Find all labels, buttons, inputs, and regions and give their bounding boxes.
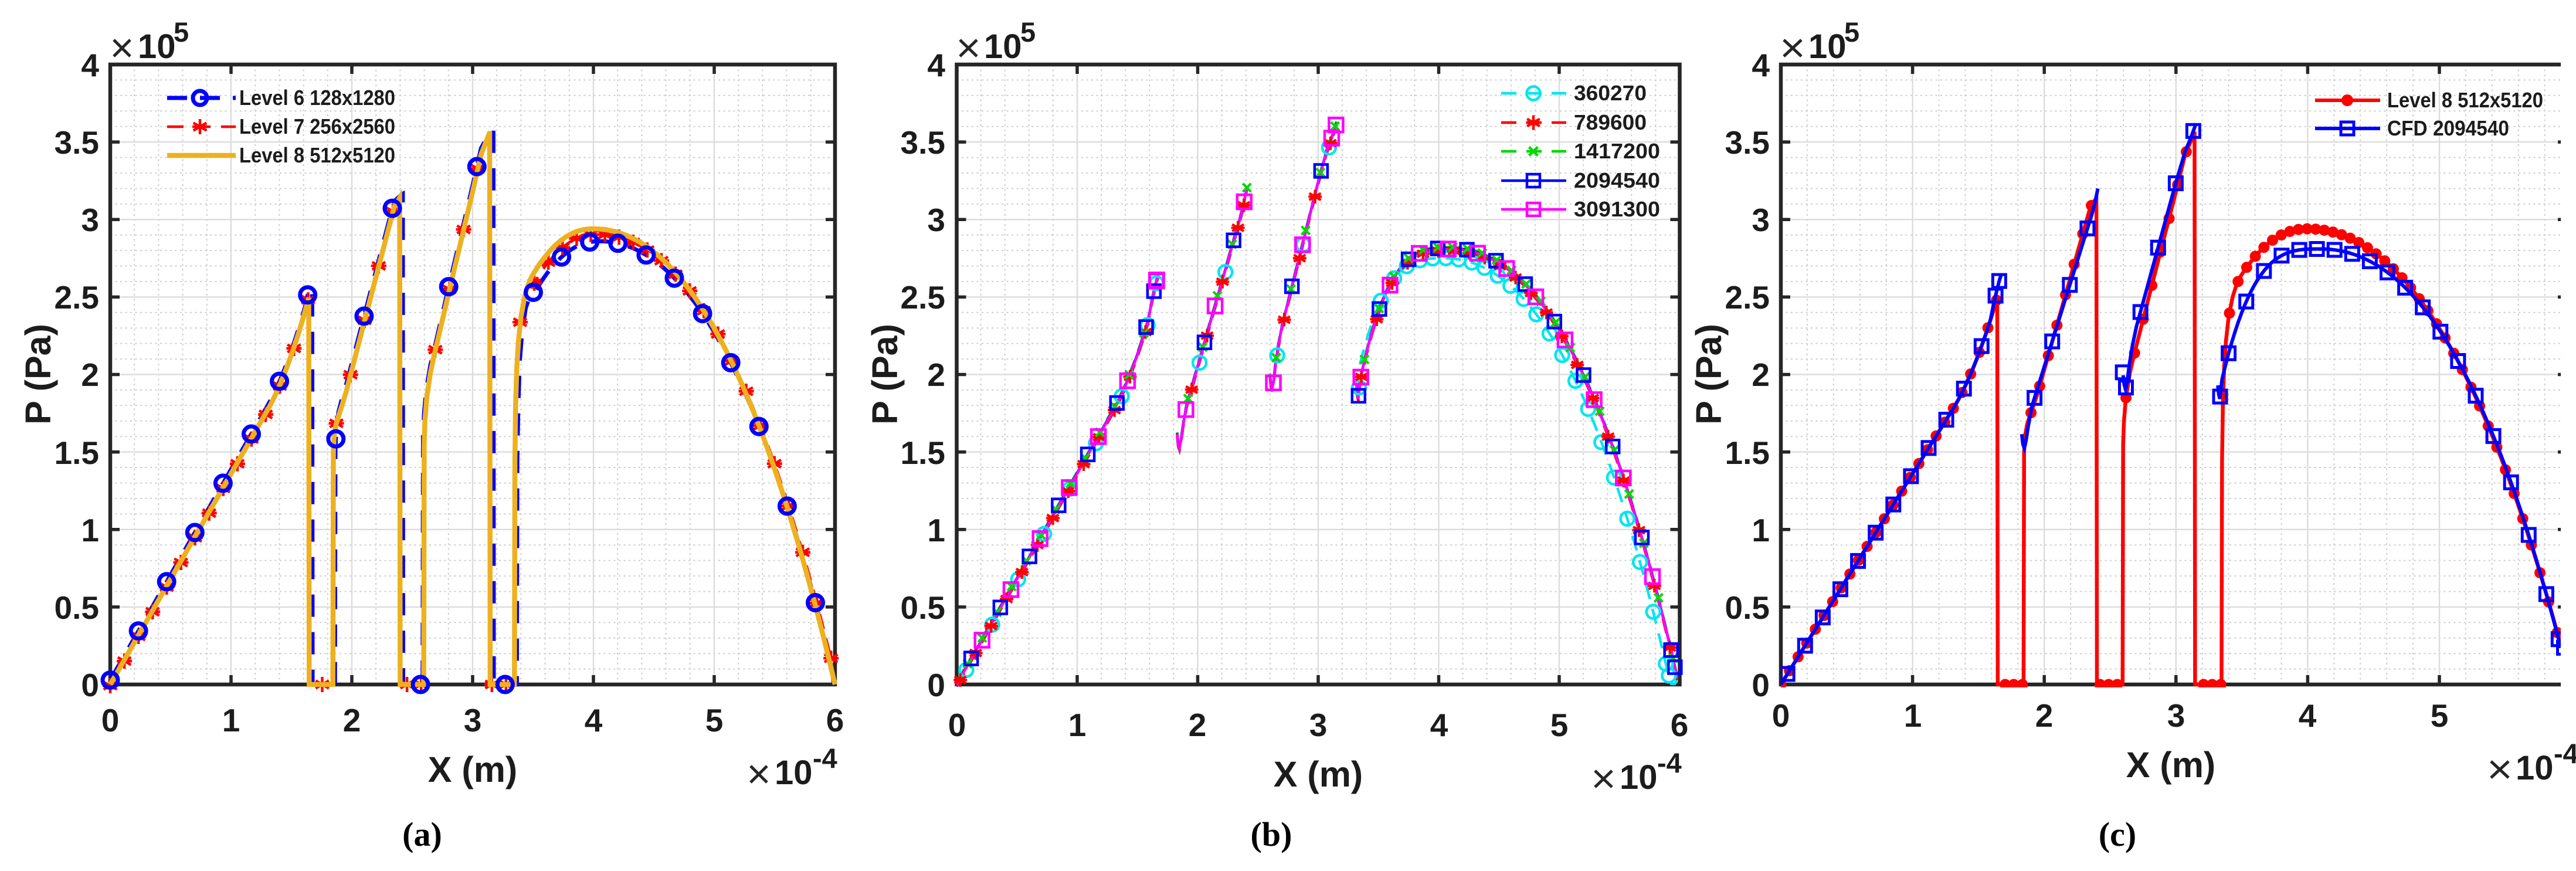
svg-text:3.5: 3.5 xyxy=(55,124,99,161)
svg-text:1: 1 xyxy=(1068,707,1087,743)
svg-text:(c): (c) xyxy=(2099,815,2136,853)
svg-text:10: 10 xyxy=(138,28,176,66)
svg-text:2: 2 xyxy=(2035,697,2054,734)
svg-text:0: 0 xyxy=(81,667,99,703)
svg-text:0: 0 xyxy=(101,702,120,738)
svg-text:3091300: 3091300 xyxy=(1574,197,1660,221)
svg-text:1.5: 1.5 xyxy=(55,435,99,471)
svg-text:4: 4 xyxy=(1752,47,1770,83)
svg-text:2: 2 xyxy=(1752,357,1770,393)
svg-text:10: 10 xyxy=(1620,758,1658,797)
svg-text:3.5: 3.5 xyxy=(1725,124,1770,161)
svg-text:5: 5 xyxy=(1020,16,1036,48)
svg-text:0: 0 xyxy=(927,667,945,703)
svg-text:0: 0 xyxy=(1772,697,1790,734)
svg-text:1: 1 xyxy=(1904,697,1922,734)
svg-text:360270: 360270 xyxy=(1574,81,1647,105)
svg-text:Level 8 512x5120: Level 8 512x5120 xyxy=(239,143,395,167)
svg-text:789600: 789600 xyxy=(1574,110,1647,134)
svg-text:3: 3 xyxy=(81,202,99,238)
svg-text:0.5: 0.5 xyxy=(901,589,945,626)
svg-text:-4: -4 xyxy=(813,743,837,774)
svg-text:4: 4 xyxy=(2299,697,2317,734)
svg-text:1: 1 xyxy=(81,512,99,548)
svg-text:3: 3 xyxy=(1752,202,1770,238)
svg-text:CFD 2094540: CFD 2094540 xyxy=(2387,116,2509,140)
svg-text:-4: -4 xyxy=(1657,747,1682,778)
svg-text:2: 2 xyxy=(343,702,361,738)
svg-text:10: 10 xyxy=(775,754,813,792)
svg-text:10: 10 xyxy=(2516,749,2554,787)
svg-text:5: 5 xyxy=(705,702,724,738)
svg-text:1.5: 1.5 xyxy=(1725,435,1770,471)
svg-text:1417200: 1417200 xyxy=(1574,139,1660,163)
svg-text:3: 3 xyxy=(2167,697,2185,734)
svg-text:(b): (b) xyxy=(1251,815,1292,853)
svg-text:4: 4 xyxy=(81,47,99,83)
svg-text:2: 2 xyxy=(927,357,945,393)
svg-text:6: 6 xyxy=(1671,707,1689,743)
svg-text:(a): (a) xyxy=(402,815,442,853)
svg-text:2.5: 2.5 xyxy=(901,279,945,316)
svg-text:1.5: 1.5 xyxy=(901,435,945,471)
svg-text:3: 3 xyxy=(1309,707,1328,743)
svg-text:1: 1 xyxy=(927,512,945,548)
svg-text:X (m): X (m) xyxy=(2126,745,2216,785)
svg-text:5: 5 xyxy=(1844,16,1859,48)
svg-text:0: 0 xyxy=(948,707,966,743)
svg-text:0.5: 0.5 xyxy=(1725,589,1770,626)
svg-text:1: 1 xyxy=(222,702,240,738)
svg-text:P (Pa): P (Pa) xyxy=(1689,324,1729,425)
svg-text:5: 5 xyxy=(174,16,189,48)
svg-text:0.5: 0.5 xyxy=(55,589,99,626)
svg-text:3.5: 3.5 xyxy=(901,124,945,161)
svg-text:2: 2 xyxy=(81,357,99,393)
svg-text:2094540: 2094540 xyxy=(1574,168,1660,192)
svg-text:4: 4 xyxy=(585,702,603,738)
svg-text:P (Pa): P (Pa) xyxy=(18,324,58,425)
svg-text:4: 4 xyxy=(1430,707,1448,743)
svg-text:4: 4 xyxy=(927,47,945,83)
svg-text:-4: -4 xyxy=(2554,738,2576,769)
svg-text:2.5: 2.5 xyxy=(55,279,99,316)
svg-text:6: 6 xyxy=(826,702,844,738)
svg-text:2: 2 xyxy=(1189,707,1207,743)
svg-text:P (Pa): P (Pa) xyxy=(865,324,905,425)
svg-text:Level 6 128x1280: Level 6 128x1280 xyxy=(239,86,395,110)
svg-text:2.5: 2.5 xyxy=(1725,279,1770,316)
svg-text:X (m): X (m) xyxy=(428,750,518,789)
svg-text:1: 1 xyxy=(1752,512,1770,548)
svg-text:10: 10 xyxy=(1808,28,1847,66)
svg-text:3: 3 xyxy=(927,202,945,238)
svg-text:X (m): X (m) xyxy=(1274,754,1363,794)
svg-text:Level 7 256x2560: Level 7 256x2560 xyxy=(239,114,395,138)
svg-text:Level 8 512x5120: Level 8 512x5120 xyxy=(2387,88,2543,112)
svg-text:3: 3 xyxy=(464,702,482,738)
svg-text:0: 0 xyxy=(1752,667,1770,703)
svg-text:5: 5 xyxy=(2431,697,2449,734)
svg-text:5: 5 xyxy=(1550,707,1569,743)
svg-text:10: 10 xyxy=(984,28,1022,66)
